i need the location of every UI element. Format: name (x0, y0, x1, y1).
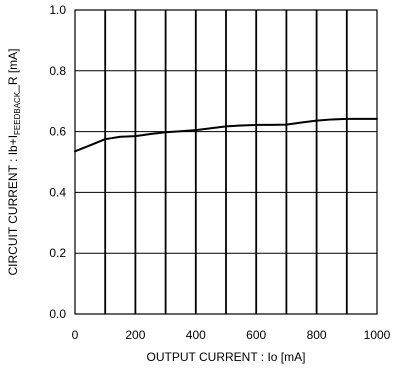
y-axis-title-subscript: FEEDBACK (13, 91, 22, 135)
y-tick-label: 0.8 (49, 64, 66, 78)
y-tick-label: 0.4 (49, 185, 66, 199)
y-tick-label: 0.2 (49, 246, 66, 260)
x-tick-label: 400 (186, 328, 206, 342)
x-axis-title: OUTPUT CURRENT : Io [mA] (147, 350, 306, 364)
y-tick-label: 1.0 (49, 3, 66, 17)
x-tick-label: 800 (307, 328, 327, 342)
tick-label-layer: 0 200 400 600 800 1000 0.0 0.2 0.4 0.6 0.8 1.0 (49, 3, 390, 342)
grid-layer (75, 10, 377, 314)
series-layer (74, 117, 378, 153)
y-axis-title-end: _R [mA] (6, 48, 20, 92)
x-tick-label: 0 (72, 328, 79, 342)
x-tick-label: 600 (246, 328, 266, 342)
x-tick-label: 200 (125, 328, 145, 342)
y-axis-title: CIRCUIT CURRENT : Ib+IFEEDBACK_R [mA] (6, 48, 22, 275)
y-tick-label: 0.0 (49, 307, 66, 321)
y-tick-label: 0.6 (49, 125, 66, 139)
series-line (74, 117, 378, 153)
x-tick-label: 1000 (364, 328, 391, 342)
plot-frame (74, 9, 378, 315)
y-axis-title-main: CIRCUIT CURRENT : Ib+I (6, 135, 20, 276)
